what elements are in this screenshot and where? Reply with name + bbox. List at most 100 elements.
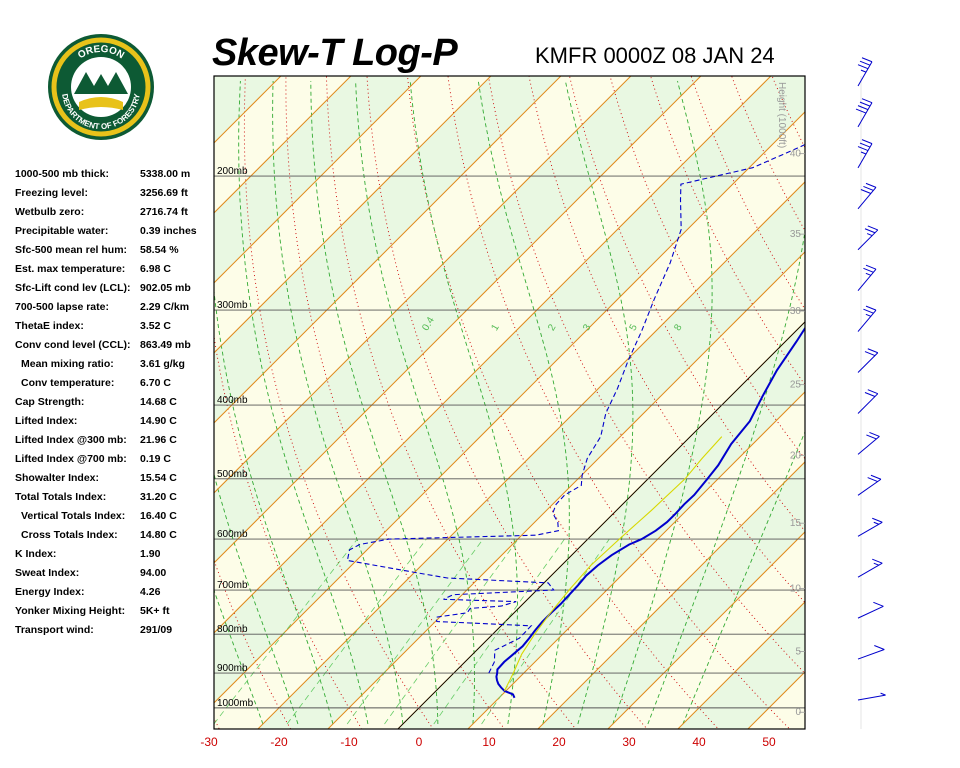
index-label: Est. max temperature: bbox=[15, 263, 126, 275]
index-label: ThetaE index: bbox=[15, 320, 84, 332]
dewpoint-profile bbox=[346, 143, 805, 674]
wind-barb-flag bbox=[865, 264, 877, 270]
index-value: 0.39 inches bbox=[140, 225, 197, 237]
wind-barb-staff bbox=[857, 649, 885, 660]
pressure-label: 400mb bbox=[217, 395, 248, 406]
index-value: 291/09 bbox=[140, 624, 173, 636]
wind-barb-flag bbox=[857, 105, 869, 111]
wind-barb-flag bbox=[864, 351, 876, 357]
height-tick-label: 5 bbox=[795, 647, 801, 658]
index-label: K Index: bbox=[15, 548, 57, 560]
oregon-department-of-forestry-logo: OREGON DEPARTMENT OF FORESTRY bbox=[48, 34, 154, 140]
wind-barb-halfflag bbox=[860, 151, 867, 155]
mixing-ratio-label: 2 bbox=[546, 322, 559, 333]
wind-barb bbox=[857, 601, 884, 619]
index-row: Lifted Index @700 mb: 0.19 C bbox=[15, 453, 215, 472]
index-value: 5K+ ft bbox=[140, 605, 170, 617]
parcel-profile bbox=[504, 436, 723, 692]
index-label: 700-500 lapse rate: bbox=[15, 301, 109, 313]
isotherm bbox=[214, 76, 562, 424]
dry-adiabat bbox=[910, 0, 960, 739]
wind-barb bbox=[857, 225, 879, 251]
height-tick-label: 30 bbox=[790, 306, 802, 317]
index-value: 15.54 C bbox=[140, 472, 177, 484]
wind-barb-staff bbox=[857, 562, 883, 578]
index-value: 3.52 C bbox=[140, 320, 171, 332]
wind-barb-flag bbox=[872, 517, 883, 523]
plot-frame bbox=[213, 75, 806, 730]
wind-barb-flag bbox=[857, 64, 869, 70]
isotherm bbox=[214, 76, 282, 144]
index-value: 3256.69 ft bbox=[140, 187, 188, 199]
pressure-label: 700mb bbox=[217, 580, 248, 591]
wind-barb bbox=[857, 692, 886, 701]
index-label: Sfc-Lift cond lev (LCL): bbox=[15, 282, 131, 294]
isotherm-band bbox=[214, 76, 281, 143]
index-row: 1000-500 mb thick: 5338.00 m bbox=[15, 168, 215, 187]
wind-barb-flag bbox=[859, 60, 871, 66]
dry-adiabat bbox=[447, 76, 791, 729]
wind-barb-flag bbox=[863, 267, 874, 273]
wind-barb-staff bbox=[857, 143, 873, 169]
wind-barb-staff bbox=[857, 309, 877, 332]
wind-barb-halfflag bbox=[873, 562, 879, 566]
index-row: Freezing level: 3256.69 ft bbox=[15, 187, 215, 206]
index-label: Showalter Index: bbox=[15, 472, 100, 484]
wind-barb-halfflag bbox=[880, 692, 886, 696]
wind-barb-flag bbox=[860, 189, 872, 194]
index-row: Yonker Mixing Height: 5K+ ft bbox=[15, 605, 215, 624]
dry-adiabat bbox=[837, 0, 960, 739]
wind-barb-staff bbox=[857, 694, 886, 701]
wind-barb bbox=[857, 558, 883, 578]
index-label: Energy Index: bbox=[15, 586, 85, 598]
index-label: Sfc-500 mean rel hum: bbox=[15, 244, 128, 256]
index-row: Total Totals Index: 31.20 C bbox=[15, 491, 215, 510]
height-tick-label: 15 bbox=[790, 518, 802, 529]
dry-adiabat bbox=[326, 76, 577, 729]
index-row: Mean mixing ratio: 3.61 g/kg bbox=[15, 358, 215, 377]
stability-indices-list: 1000-500 mb thick: 5338.00 m Freezing leve… bbox=[15, 168, 215, 643]
isotherm bbox=[327, 251, 805, 729]
dry-adiabat bbox=[528, 76, 805, 604]
wind-barb-flag bbox=[864, 392, 876, 397]
wind-barb-flag bbox=[865, 182, 877, 188]
mixing-ratio-label: 8 bbox=[672, 322, 685, 333]
wind-barb-flag bbox=[873, 601, 884, 607]
temperature-tick-label: 10 bbox=[482, 735, 496, 749]
index-row: Est. max temperature: 6.98 C bbox=[15, 263, 215, 282]
wind-barb-flag bbox=[859, 101, 871, 107]
wind-barb bbox=[857, 348, 879, 373]
height-tick-label: 40 bbox=[790, 149, 802, 160]
isotherm bbox=[214, 76, 702, 564]
wind-barb-staff bbox=[857, 436, 880, 455]
wind-barb-flag bbox=[861, 98, 873, 104]
index-value: 16.40 C bbox=[140, 510, 177, 522]
index-value: 0.19 C bbox=[140, 453, 171, 465]
index-row: Lifted Index: 14.90 C bbox=[15, 415, 215, 434]
wind-barb-staff bbox=[857, 521, 883, 537]
mixing-ratio-line bbox=[214, 538, 358, 725]
wind-barb bbox=[857, 305, 877, 332]
temperature-profile bbox=[495, 326, 805, 699]
index-value: 14.68 C bbox=[140, 396, 177, 408]
isotherm bbox=[214, 76, 422, 284]
isotherm bbox=[214, 76, 772, 634]
temperature-tick-label: 20 bbox=[552, 735, 566, 749]
temperature-tick-label: 40 bbox=[692, 735, 706, 749]
isotherm bbox=[214, 76, 632, 494]
isotherm bbox=[214, 76, 492, 354]
wind-barb-staff bbox=[857, 393, 879, 414]
wind-barb bbox=[857, 517, 883, 537]
temperature-tick-label: -30 bbox=[200, 735, 218, 749]
height-tick-label: 10 bbox=[790, 584, 802, 595]
index-label: Sweat Index: bbox=[15, 567, 80, 579]
index-label: Wetbulb zero: bbox=[15, 206, 85, 218]
mixing-ratio-line bbox=[384, 538, 519, 725]
wind-barb-staff bbox=[857, 605, 884, 619]
wind-barb-flag bbox=[857, 146, 869, 152]
wind-barb-flag bbox=[874, 645, 885, 650]
isotherm bbox=[467, 391, 805, 729]
isotherm bbox=[537, 461, 805, 729]
height-tick-label: 20 bbox=[790, 450, 802, 461]
wind-barb bbox=[857, 139, 873, 169]
